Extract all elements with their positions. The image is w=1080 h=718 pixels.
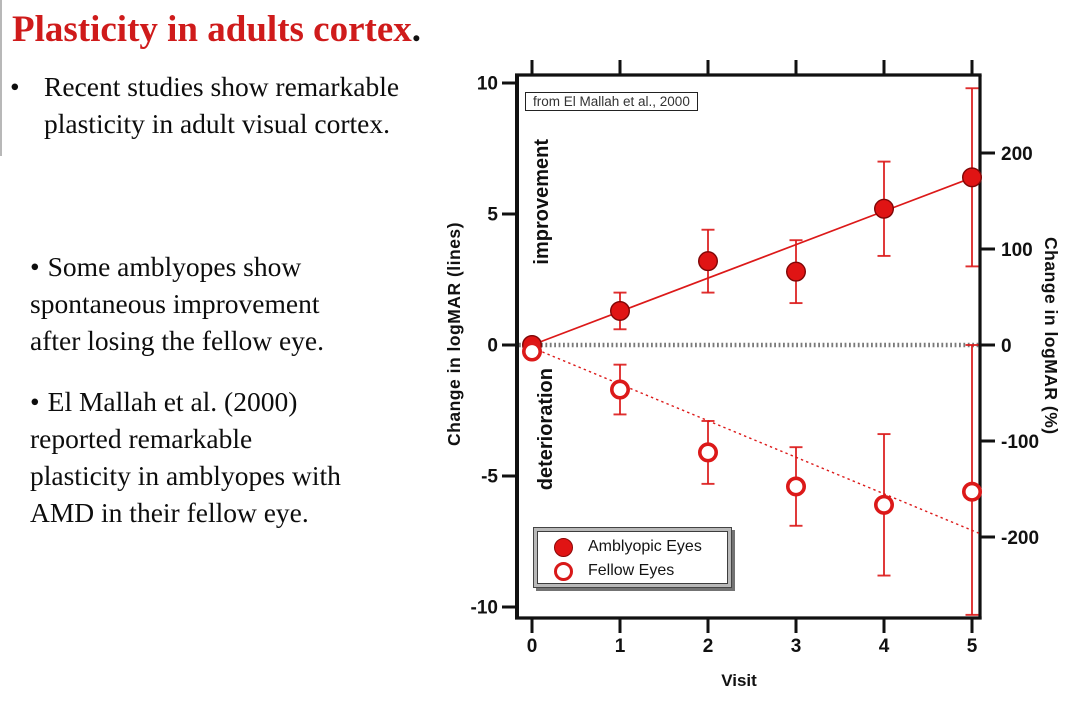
page-title: Plasticity in adults cortex. [12, 8, 421, 52]
data-point-open [961, 481, 982, 502]
trend-line-dotted [531, 346, 981, 535]
y-axis-right-tick-label: -200 [1001, 528, 1039, 549]
y-axis-left-tick-label: -5 [481, 467, 498, 488]
y-axis-right-title: Change in logMAR (%) [1041, 237, 1061, 435]
bullet-marker: • [30, 251, 40, 282]
bullet-recent-studies: • Recent studies show remarkable plastic… [10, 68, 450, 142]
bullet-text: El Mallah et al. (2000) reported remarka… [30, 386, 341, 528]
improvement-region-label: improvement [531, 139, 553, 265]
legend-label: Amblyopic Eyes [588, 538, 702, 555]
deterioration-region-label: deterioration [535, 368, 557, 491]
x-axis-tick-label: 4 [879, 636, 890, 657]
legend-label: Fellow Eyes [588, 562, 675, 579]
bullet-marker: • [30, 386, 40, 417]
x-axis-tick-label: 1 [615, 636, 626, 657]
title-period: . [411, 9, 422, 50]
x-axis-title: Visit [721, 671, 757, 690]
data-point-open [697, 442, 718, 463]
x-axis-tick-label: 3 [791, 636, 802, 657]
data-point-filled [609, 300, 630, 321]
y-axis-left-tick-label: 10 [477, 74, 498, 95]
trend-line-solid [531, 173, 981, 346]
data-point-filled [698, 251, 719, 272]
x-axis-tick-label: 2 [703, 636, 714, 657]
data-point-open [610, 379, 631, 400]
y-axis-right-tick-label: 200 [1001, 144, 1033, 165]
title-text: Plasticity in adults cortex [12, 9, 412, 50]
data-point-open [785, 476, 806, 497]
y-axis-right-tick-label: 0 [1001, 336, 1012, 357]
filled-circle-icon [554, 537, 573, 557]
bullet-marker: • [10, 71, 20, 102]
bullet-text: Some amblyopes show spontaneous improvem… [30, 251, 324, 356]
data-point-open [873, 494, 894, 515]
data-point-filled [786, 261, 807, 282]
bullet-text: Recent studies show remarkable plasticit… [44, 71, 400, 139]
legend-item-fellow: Fellow Eyes [554, 559, 731, 583]
data-point-open [522, 341, 543, 362]
source-annotation-box: from El Mallah et al., 2000 [525, 92, 698, 111]
chart-svg: 0 1 2 3 4 5 10 5 0 -5 -10 200 100 0 -100 -200 [471, 60, 1039, 657]
legend-item-amblyopic: Amblyopic Eyes [554, 535, 731, 559]
y-axis-right-tick-label: -100 [1001, 432, 1039, 453]
y-axis-left-title: Change in logMAR (lines) [444, 222, 464, 446]
bullet-amblyopes: • Some amblyopes show spontaneous improve… [30, 248, 430, 359]
x-axis-tick-label: 0 [527, 636, 538, 657]
x-axis-tick-label: 5 [967, 636, 978, 657]
y-axis-left-tick-label: 0 [487, 336, 498, 357]
slide-edge-strip [0, 0, 2, 156]
bullet-el-mallah: • El Mallah et al. (2000) reported remark… [30, 383, 440, 531]
y-axis-right-tick-label: 100 [1001, 240, 1033, 261]
y-axis-left-tick-label: -10 [471, 598, 498, 619]
y-axis-left-tick-label: 5 [487, 205, 498, 226]
chart-legend: Amblyopic Eyes Fellow Eyes [533, 527, 732, 588]
data-point-filled [874, 198, 895, 219]
open-circle-icon [554, 561, 573, 581]
data-point-filled [962, 167, 983, 188]
